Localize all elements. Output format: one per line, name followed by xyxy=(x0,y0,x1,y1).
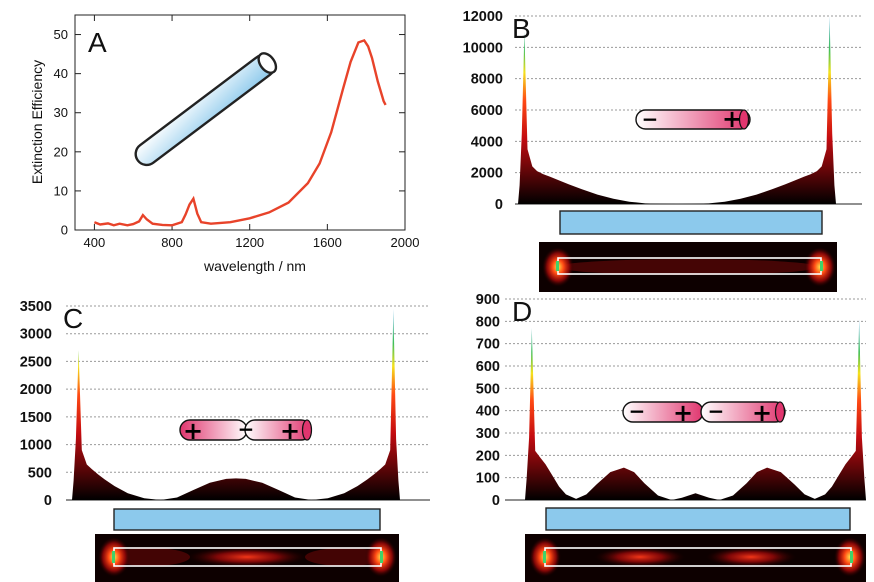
panel-c-rod-bar xyxy=(114,509,380,530)
charge-plus: + xyxy=(183,417,203,445)
x-tick-label: 800 xyxy=(161,235,183,250)
panel-b: 0 2000 4000 6000 8000 10000 12000 B − + xyxy=(463,9,862,292)
panel-d-rod-bar xyxy=(546,508,850,530)
y-tick-label: 500 xyxy=(28,465,52,481)
panel-a-ylabel: Extinction Efficiency xyxy=(29,60,45,184)
y-tick-label: 10000 xyxy=(463,40,503,56)
charge-plus: + xyxy=(752,399,772,427)
y-tick-label: 3500 xyxy=(20,299,52,315)
y-tick-label: 400 xyxy=(476,404,500,420)
panel-b-ticks: 0 2000 4000 6000 8000 10000 12000 xyxy=(463,9,503,213)
panel-b-letter: B xyxy=(512,13,531,44)
panel-b-field-map xyxy=(539,242,837,292)
panel-b-rod-bar xyxy=(560,211,822,234)
y-tick-label: 100 xyxy=(476,471,500,487)
y-tick-label: 800 xyxy=(476,314,500,330)
charge-minus: − xyxy=(708,399,725,423)
panel-a: 400 800 1200 1600 2000 0 10 20 30 40 50 A waveleng… xyxy=(29,15,419,274)
panel-c-ticks: 0 500 1000 1500 2000 2500 3000 3500 xyxy=(20,299,52,509)
panel-d-ticks: 0 100 200 300 400 500 600 700 800 900 xyxy=(476,292,500,509)
y-tick-label: 300 xyxy=(476,426,500,442)
panel-c-intensity-profile xyxy=(72,309,400,500)
y-tick-label: 3000 xyxy=(20,327,52,343)
field-map-glow xyxy=(558,259,818,275)
y-tick-label: 0 xyxy=(492,493,500,509)
y-tick-label: 0 xyxy=(495,197,503,213)
field-map-rod-end xyxy=(543,551,546,563)
charge-plus: + xyxy=(673,399,693,427)
field-map-glow xyxy=(706,547,796,567)
panel-a-letter: A xyxy=(88,27,107,58)
charge-plus: + xyxy=(280,417,300,445)
panel-a-xlabel: wavelength / nm xyxy=(203,258,306,274)
panel-c-gridlines xyxy=(66,306,430,500)
y-tick-label: 0 xyxy=(61,223,68,238)
field-map-rod-end xyxy=(556,261,559,271)
y-tick-label: 8000 xyxy=(471,72,503,88)
y-tick-label: 600 xyxy=(476,359,500,375)
y-tick-label: 6000 xyxy=(471,103,503,119)
x-tick-label: 2000 xyxy=(391,235,420,250)
charge-rod-cap xyxy=(303,420,312,440)
y-tick-label: 900 xyxy=(476,292,500,308)
y-tick-label: 200 xyxy=(476,448,500,464)
charge-rod-cap xyxy=(776,402,785,422)
y-tick-label: 30 xyxy=(54,105,68,120)
y-tick-label: 40 xyxy=(54,66,68,81)
y-tick-label: 20 xyxy=(54,144,68,159)
charge-plus: + xyxy=(722,105,742,133)
panel-d-letter: D xyxy=(512,296,532,327)
charge-minus: − xyxy=(629,399,646,423)
charge-minus: − xyxy=(642,107,659,131)
panel-c-letter: C xyxy=(63,303,83,334)
y-tick-label: 2500 xyxy=(20,354,52,370)
y-tick-label: 1500 xyxy=(20,410,52,426)
x-tick-label: 1600 xyxy=(313,235,342,250)
charge-rod-segment xyxy=(245,420,311,440)
y-tick-label: 2000 xyxy=(471,166,503,182)
x-tick-label: 1200 xyxy=(235,235,264,250)
charge-minus: − xyxy=(238,417,255,441)
y-tick-label: 4000 xyxy=(471,134,503,150)
field-map-rod-end xyxy=(112,551,115,563)
panel-d-field-map xyxy=(525,534,866,582)
panel-c-field-map xyxy=(95,534,399,582)
field-map-glow xyxy=(187,547,307,567)
field-map-rod-end xyxy=(820,261,823,271)
y-tick-label: 2000 xyxy=(20,382,52,398)
y-tick-label: 1000 xyxy=(20,438,52,454)
panel-d-charge-rod: − + − + xyxy=(623,399,785,427)
y-tick-label: 700 xyxy=(476,337,500,353)
field-map-rod-end xyxy=(380,551,383,563)
field-map-glow xyxy=(595,547,685,567)
y-tick-label: 500 xyxy=(476,381,500,397)
panel-c: 0 500 1000 1500 2000 2500 3000 3500 C + − + xyxy=(20,299,430,582)
field-map-rod-end xyxy=(850,551,853,563)
panel-b-charge-rod: − + xyxy=(636,105,750,133)
x-tick-label: 400 xyxy=(84,235,106,250)
panel-c-charge-rod: + − + xyxy=(180,417,312,445)
y-tick-label: 0 xyxy=(44,493,52,509)
panel-d: 0 100 200 300 400 500 600 700 800 900 D − + − + xyxy=(476,292,866,582)
y-tick-label: 12000 xyxy=(463,9,503,25)
y-tick-label: 50 xyxy=(54,27,68,42)
field-map-background xyxy=(525,534,866,582)
y-tick-label: 10 xyxy=(54,183,68,198)
